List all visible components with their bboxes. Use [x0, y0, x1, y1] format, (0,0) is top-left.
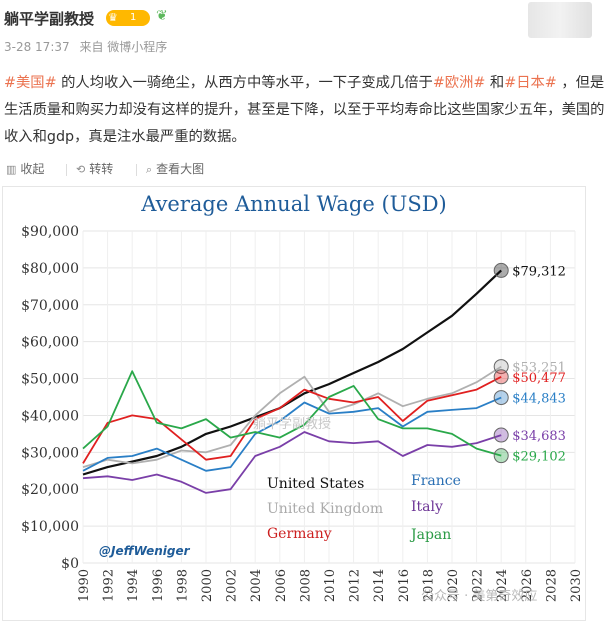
post-text-segment: 和 — [485, 75, 505, 91]
series-end-label: $29,102 — [512, 450, 566, 465]
y-tick-label: $80,000 — [21, 261, 79, 277]
x-tick-label: 1990 — [77, 569, 92, 602]
series-end-marker — [493, 390, 509, 406]
username[interactable]: 躺平学副教授 — [4, 10, 95, 28]
collapse-button[interactable]: ▥ 收起 — [6, 162, 45, 176]
legend-entry: Japan — [409, 527, 451, 543]
x-tick-label: 1994 — [126, 569, 141, 602]
repost-button[interactable]: ⟲ 转转 — [76, 162, 114, 176]
x-tick-label: 2016 — [397, 569, 412, 602]
series-end-marker — [493, 427, 509, 443]
y-tick-label: $40,000 — [21, 408, 79, 424]
y-tick-label: $10,000 — [21, 519, 79, 535]
post-text-segment: ，但是生活质量和购买力却没有这样的提升，甚至是下降，以至于平均寿命比这些国家少五… — [4, 75, 605, 145]
x-tick-label: 2014 — [372, 569, 387, 602]
series-end-label: $50,477 — [512, 371, 566, 386]
y-tick-label: $60,000 — [21, 335, 79, 351]
series-end-marker — [493, 369, 509, 385]
legend-entry: France — [411, 473, 461, 489]
post-text: #美国# 的人均收入一骑绝尘，从西方中等水平，一下子变成几倍于#欧洲# 和#日本… — [4, 70, 610, 151]
legend-entry: United Kingdom — [267, 501, 383, 517]
series-end-label: $79,312 — [512, 264, 566, 279]
legend-entry: Germany — [267, 526, 332, 542]
chart-image[interactable]: Average Annual Wage (USD) $0 $10,000 $20,00… — [2, 186, 586, 621]
x-tick-label: 2018 — [421, 569, 436, 602]
vip-level: 1 — [130, 12, 137, 23]
x-tick-label: 2020 — [446, 569, 461, 602]
x-tick-label: 1992 — [102, 569, 117, 602]
divider — [66, 164, 67, 176]
wage-line-chart: Average Annual Wage (USD) $0 $10,000 $20,00… — [21, 192, 584, 602]
chart-credit: @JeffWeniger — [99, 544, 191, 558]
series-line — [82, 370, 502, 457]
watermark-bottom: 公众号 · 美第奇效应 — [421, 589, 538, 604]
divider — [136, 164, 137, 176]
x-tick-label: 2022 — [471, 569, 486, 602]
series-line — [82, 269, 502, 476]
y-tick-label: $90,000 — [21, 224, 79, 240]
legend-entry: Italy — [411, 499, 443, 515]
x-tick-label: 2010 — [323, 569, 338, 602]
post-text-segment: 的人均收入一骑绝尘，从西方中等水平，一下子变成几倍于 — [56, 75, 433, 91]
watermark-center: 躺平学副教授 — [253, 417, 332, 432]
series-line — [82, 431, 502, 494]
x-tick-label: 2012 — [348, 569, 363, 602]
vip-badge[interactable]: ♛ 1 — [106, 10, 150, 26]
hashtag-link[interactable]: #美国# — [4, 75, 57, 91]
series-end-marker — [493, 262, 509, 278]
post-source: 来自 微博小程序 — [79, 40, 168, 54]
legend-entry: United States — [267, 476, 364, 492]
y-tick-label: $0 — [61, 556, 79, 572]
x-tick-label: 2028 — [544, 569, 559, 602]
post-header: 躺平学副教授 ♛ 1 ❦ 3-28 17:37 来自 微博小程序 — [0, 0, 616, 62]
hashtag-link[interactable]: #日本# — [504, 75, 557, 91]
view-large-button[interactable]: ⌕ 查看大图 — [146, 162, 205, 176]
y-tick-label: $70,000 — [21, 298, 79, 314]
crown-icon: ♛ — [108, 11, 118, 24]
chart-title: Average Annual Wage (USD) — [140, 192, 447, 216]
blurred-image — [528, 2, 592, 38]
x-tick-label: 2008 — [298, 569, 313, 602]
series-line — [82, 396, 502, 472]
hashtag-link[interactable]: #欧洲# — [432, 75, 486, 91]
series-end-marker — [493, 359, 509, 375]
series-end-label: $34,683 — [512, 429, 566, 444]
y-tick-label: $20,000 — [21, 482, 79, 498]
series-end-label: $53,251 — [512, 361, 566, 376]
series-end-marker — [493, 448, 509, 464]
sprout-icon: ❦ — [156, 8, 168, 24]
x-tick-label: 2006 — [274, 569, 289, 602]
x-tick-label: 1998 — [175, 569, 190, 602]
x-tick-label: 2030 — [569, 569, 584, 602]
x-tick-label: 2026 — [520, 569, 535, 602]
x-tick-label: 2004 — [249, 569, 264, 602]
y-tick-label: $50,000 — [21, 372, 79, 388]
post-time[interactable]: 3-28 17:37 — [4, 40, 70, 54]
series-end-label: $44,843 — [512, 392, 566, 407]
x-tick-label: 1996 — [151, 569, 166, 602]
repost-icon: ⟲ — [76, 163, 86, 176]
x-tick-label: 2000 — [200, 569, 215, 602]
post-meta: 3-28 17:37 来自 微博小程序 — [4, 38, 167, 55]
series-line — [82, 376, 502, 464]
x-tick-label: 2024 — [495, 569, 510, 602]
view-large-icon: ⌕ — [146, 163, 153, 176]
x-tick-label: 2002 — [225, 569, 240, 602]
y-tick-label: $30,000 — [21, 445, 79, 461]
collapse-icon: ▥ — [6, 163, 17, 176]
series-line — [82, 365, 502, 468]
